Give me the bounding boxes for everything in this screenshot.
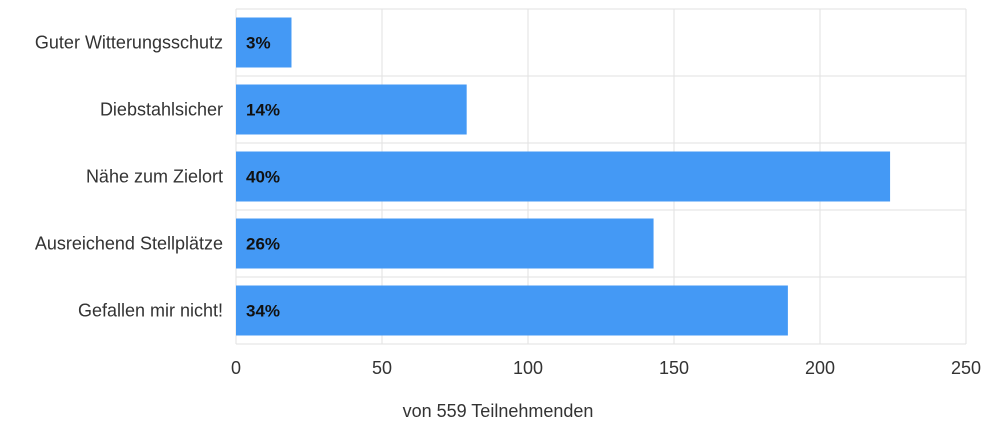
bar [236,218,654,269]
data-label: 14% [246,101,280,120]
x-tick-label: 250 [951,358,981,378]
data-label: 3% [246,34,271,53]
bar [236,84,467,135]
x-tick-label: 0 [231,358,241,378]
bar [236,285,788,336]
x-tick-label: 200 [805,358,835,378]
bar [236,17,292,68]
x-tick-label: 150 [659,358,689,378]
category-label: Ausreichend Stellplätze [35,234,223,254]
category-label: Diebstahlsicher [100,100,223,120]
data-label: 34% [246,302,280,321]
x-tick-label: 100 [513,358,543,378]
bar [236,151,891,202]
data-label: 26% [246,235,280,254]
grid-layer [235,8,967,345]
x-tick-label: 50 [372,358,392,378]
x-axis-title: von 559 Teilnehmenden [403,401,594,421]
data-label: 40% [246,168,280,187]
category-label: Nähe zum Zielort [86,167,223,187]
category-label: Gefallen mir nicht! [78,301,223,321]
label-layer: 0 50 100 150 200 250 Guter Witterungsschutz 3% D… [35,33,981,379]
category-label: Guter Witterungsschutz [35,33,223,53]
bar-layer [236,17,891,336]
